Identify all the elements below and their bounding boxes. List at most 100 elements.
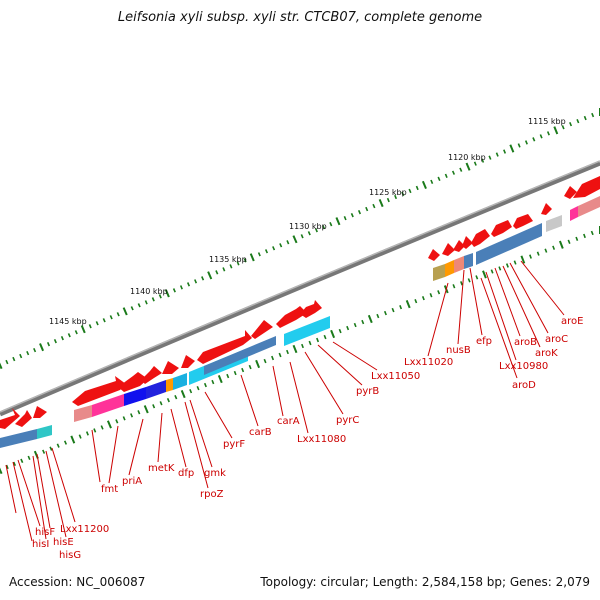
minor-tick xyxy=(437,290,441,295)
minor-tick xyxy=(529,254,532,259)
minor-tick xyxy=(152,404,156,409)
major-tick xyxy=(106,420,112,429)
minor-tick xyxy=(583,115,587,121)
minor-tick xyxy=(19,353,23,359)
minor-tick xyxy=(503,149,507,154)
minor-tick xyxy=(222,267,226,272)
forward-gene-arrows xyxy=(0,176,600,429)
minor-tick xyxy=(63,440,68,445)
gene-arrow xyxy=(0,408,20,429)
minor-tick xyxy=(488,155,492,160)
minor-tick xyxy=(376,313,380,319)
gene-label: metK xyxy=(148,463,175,474)
scale-label: 1120 kbp xyxy=(448,153,486,162)
minor-tick xyxy=(137,410,141,415)
minor-tick xyxy=(308,340,312,346)
scale-label: 1145 kbp xyxy=(49,317,87,326)
scale-ticks xyxy=(0,108,600,475)
gene-label: hisG xyxy=(59,550,81,561)
minor-tick xyxy=(301,343,304,349)
minor-tick xyxy=(552,245,556,250)
gene-function-bars xyxy=(0,196,600,448)
minor-tick xyxy=(444,173,448,179)
gene-label: hisE xyxy=(53,537,74,548)
major-tick xyxy=(70,435,76,444)
minor-tick xyxy=(590,230,594,236)
gene-arrow xyxy=(462,236,473,249)
minor-tick xyxy=(544,248,548,253)
minor-tick xyxy=(151,297,155,302)
gene-bar xyxy=(204,336,276,375)
major-tick xyxy=(367,314,373,324)
minor-tick xyxy=(109,315,113,320)
gene-labels: aroE aroC aroK aroB Lxx10980 aroD efp nu… xyxy=(32,316,583,561)
gene-bar xyxy=(124,387,146,406)
gene-arrow xyxy=(564,186,577,199)
major-tick xyxy=(180,390,186,399)
leader-line xyxy=(108,425,119,484)
gene-arrow xyxy=(300,300,322,318)
minor-tick xyxy=(505,263,509,268)
major-tick xyxy=(405,300,411,309)
minor-tick xyxy=(243,258,247,263)
leader-line xyxy=(480,277,518,379)
minor-tick xyxy=(415,185,419,191)
minor-tick xyxy=(322,225,326,230)
minor-tick xyxy=(475,275,479,280)
minor-tick xyxy=(316,337,320,343)
minor-tick xyxy=(539,134,543,139)
minor-tick xyxy=(343,215,347,221)
minor-tick xyxy=(257,252,261,257)
gene-label: aroD xyxy=(512,380,536,391)
minor-tick xyxy=(263,358,267,364)
minor-tick xyxy=(350,212,354,218)
minor-tick xyxy=(365,206,369,212)
leader-line xyxy=(494,267,521,337)
backbone-highlight xyxy=(0,160,600,413)
minor-tick xyxy=(394,194,398,200)
minor-tick xyxy=(20,458,24,464)
gene-label: aroE xyxy=(561,316,583,327)
gene-arrow xyxy=(162,361,179,374)
gene-label: pyrB xyxy=(356,386,379,397)
minor-tick xyxy=(116,312,120,317)
backbone-ring xyxy=(0,160,600,417)
leader-line xyxy=(91,429,101,483)
major-tick xyxy=(164,289,170,298)
leader-line xyxy=(520,260,565,316)
minor-tick xyxy=(314,228,318,233)
gene-bar xyxy=(284,316,330,346)
major-tick xyxy=(482,270,487,279)
gene-label: gmk xyxy=(204,468,226,479)
minor-tick xyxy=(115,419,119,424)
minor-tick xyxy=(122,416,126,421)
minor-tick xyxy=(159,401,163,406)
minor-tick xyxy=(383,310,387,316)
leader-line xyxy=(289,361,309,434)
scale-label: 1130 kbp xyxy=(289,222,327,231)
leader-line xyxy=(509,262,549,334)
gene-arrow xyxy=(541,203,552,215)
minor-tick xyxy=(26,350,30,356)
gene-arrow xyxy=(491,220,512,237)
minor-tick xyxy=(74,330,78,335)
minor-tick xyxy=(473,161,477,166)
minor-tick xyxy=(575,236,579,241)
minor-tick xyxy=(467,278,471,283)
leader-line xyxy=(469,267,483,336)
minor-tick xyxy=(12,356,16,362)
gene-arrow xyxy=(72,376,126,406)
minor-tick xyxy=(591,112,595,118)
genome-backbone xyxy=(0,160,600,417)
major-tick xyxy=(292,235,298,244)
leader-line xyxy=(12,461,33,542)
minor-tick xyxy=(307,231,311,236)
major-tick xyxy=(207,271,213,280)
minor-tick xyxy=(399,305,403,310)
minor-tick xyxy=(46,341,51,347)
gene-bar xyxy=(74,405,92,422)
minor-tick xyxy=(338,328,342,334)
leader-line xyxy=(45,450,67,538)
major-tick xyxy=(217,375,223,384)
minor-tick xyxy=(524,140,528,145)
